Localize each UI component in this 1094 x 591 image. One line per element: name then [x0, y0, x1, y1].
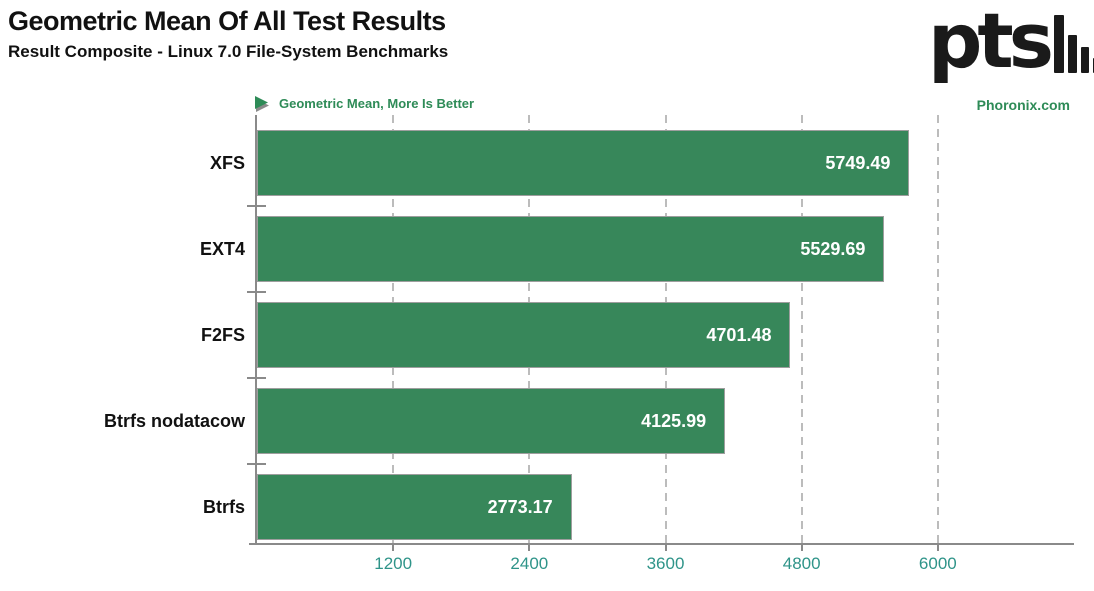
- bar-row: EXT4 5529.69: [200, 216, 1074, 282]
- x-axis-tick: [392, 543, 395, 551]
- category-label: EXT4: [199, 238, 245, 259]
- gridline: [936, 115, 939, 543]
- bar-value-label: 5529.69: [800, 238, 866, 259]
- y-axis-tick: [247, 291, 266, 293]
- x-axis-line: [249, 543, 1074, 545]
- gridline: [800, 115, 803, 543]
- bar: 5749.49: [257, 130, 910, 196]
- bar: 2773.17: [257, 474, 572, 540]
- x-axis-tick-label: 6000: [918, 554, 957, 573]
- y-axis-tick: [247, 463, 266, 465]
- phoronix-site-label: Phoronix.com: [976, 97, 1070, 113]
- bar-value-label: 5749.49: [825, 152, 891, 173]
- legend-label: Geometric Mean, More Is Better: [279, 96, 475, 111]
- bar-row: F2FS 4701.48: [201, 302, 1074, 368]
- pts-logo-text: pts: [928, 0, 1054, 85]
- x-axis-tick: [800, 543, 803, 551]
- category-label: Btrfs nodatacow: [103, 410, 245, 431]
- x-axis-tick-label: 3600: [646, 554, 685, 573]
- category-label: Btrfs: [202, 496, 245, 517]
- x-axis-tick: [936, 543, 939, 551]
- bar: 5529.69: [257, 216, 885, 282]
- right-triangle-icon: [255, 96, 269, 112]
- x-axis-tick: [664, 543, 667, 551]
- category-label: XFS: [209, 152, 245, 173]
- bar: 4125.99: [257, 388, 726, 454]
- bar-value-label: 4125.99: [641, 410, 707, 431]
- category-label: F2FS: [200, 324, 245, 345]
- descending-bar-chart-icon: [1053, 15, 1094, 73]
- bar-row: Btrfs nodatacow 4125.99: [104, 388, 1074, 454]
- y-axis-tick: [247, 205, 266, 207]
- page-title: Geometric Mean Of All Test Results: [8, 6, 446, 36]
- x-axis-tick-label: 1200: [374, 554, 413, 573]
- page-subtitle: Result Composite - Linux 7.0 File-System…: [8, 42, 449, 61]
- x-axis-tick-label: 2400: [510, 554, 549, 573]
- plot-area: 1200 2400 3600 4800 6000 XFS 5749.49 EXT4 5529.6…: [104, 115, 1074, 573]
- bar-row: Btrfs 2773.17: [203, 474, 1074, 540]
- bar: 4701.48: [257, 302, 791, 368]
- bar-row: XFS 5749.49: [210, 130, 1074, 196]
- y-axis-line: [255, 115, 257, 543]
- bar-value-label: 2773.17: [487, 496, 553, 517]
- bar-value-label: 4701.48: [706, 324, 772, 345]
- pts-logo: pts: [928, 0, 1094, 85]
- x-axis-tick: [528, 543, 531, 551]
- chart-legend: Geometric Mean, More Is Better: [254, 95, 474, 112]
- y-axis-tick: [247, 377, 266, 379]
- x-axis-tick-label: 4800: [782, 554, 821, 573]
